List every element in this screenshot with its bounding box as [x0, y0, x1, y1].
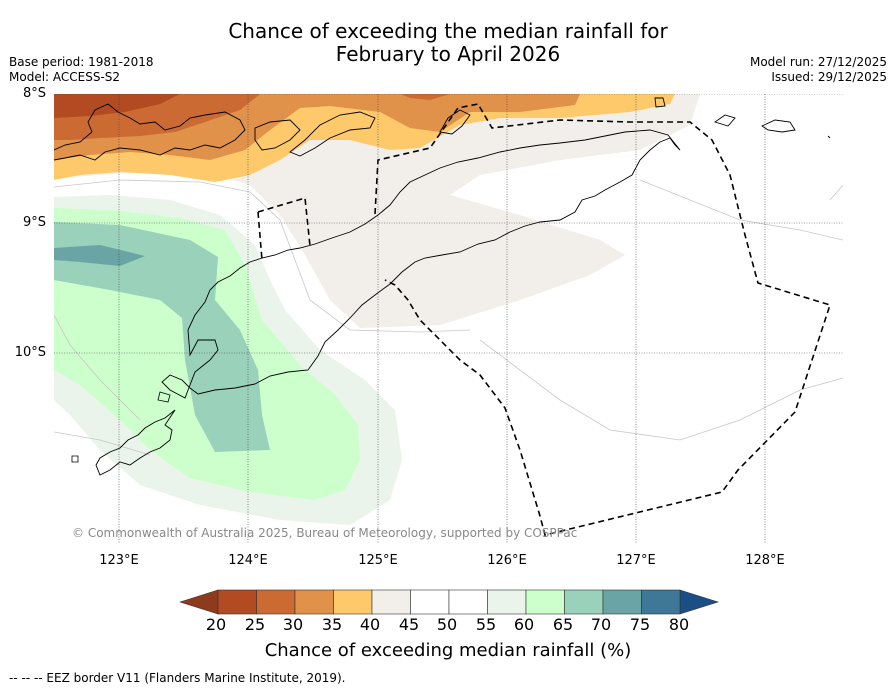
small-island-2	[157, 391, 171, 403]
eez-legend-footer: -- -- -- EEZ border V11 (Flanders Marine…	[9, 671, 346, 685]
model-name: Model: ACCESS-S2	[9, 70, 121, 84]
colorbar-tick: 30	[282, 615, 304, 634]
colorbar-segment	[333, 589, 373, 615]
colorbar-tick: 70	[590, 615, 612, 634]
colorbar-segment	[256, 589, 296, 615]
lon-label-127e: 127°E	[616, 553, 656, 568]
colorbar-under-arrow	[179, 589, 219, 615]
colorbar-segment	[641, 589, 681, 615]
eez-border	[257, 103, 832, 536]
colorbar-tick: 50	[436, 615, 458, 634]
far-east-island-3	[654, 97, 666, 108]
small-island-1	[71, 455, 79, 463]
shade-25-30-east	[400, 94, 450, 100]
shade-70-75	[54, 245, 145, 266]
model-run: Model run: 27/12/2025	[749, 55, 887, 69]
colorbar-tick: 35	[321, 615, 343, 634]
colorbar-tick: 65	[552, 615, 574, 634]
map-title-line-1: Chance of exceeding the median rainfall …	[228, 19, 668, 43]
timor-coastline	[161, 129, 681, 399]
colorbar-tick: 20	[205, 615, 227, 634]
lat-label-9s: 9°S	[22, 215, 46, 230]
western-coastline	[95, 409, 176, 476]
lat-label-8s: 8°S	[22, 86, 46, 101]
colorbar-segment	[371, 589, 411, 615]
colorbar-tick: 75	[629, 615, 651, 634]
meta-left: Base period: 1981-2018 Model: ACCESS-S2	[9, 55, 154, 85]
lat-label-10s: 10°S	[14, 345, 46, 360]
colorbar-title: Chance of exceeding median rainfall (%)	[264, 640, 632, 661]
northern-coastline-east	[254, 119, 301, 151]
far-east-island-4	[827, 135, 831, 139]
colorbar	[179, 589, 719, 615]
colorbar-segment	[448, 589, 488, 615]
lon-label-126e: 126°E	[487, 553, 527, 568]
colorbar-tick: 25	[244, 615, 266, 634]
far-east-island-1	[761, 119, 796, 133]
colorbar-tick: 55	[475, 615, 497, 634]
faint-contours	[54, 179, 843, 456]
colorbar-tick: 60	[513, 615, 535, 634]
shade-20-25	[54, 94, 180, 118]
alor-coastline	[289, 111, 376, 157]
lon-label-128e: 128°E	[745, 553, 785, 568]
colorbar-tick: 45	[398, 615, 420, 634]
colorbar-tick: 80	[668, 615, 690, 634]
colorbar-segment	[525, 589, 565, 615]
wetar-coastline	[439, 109, 471, 135]
colorbar-tick: 40	[359, 615, 381, 634]
map-plot-area	[54, 94, 843, 544]
lon-label-125e: 125°E	[358, 553, 398, 568]
colorbar-segment	[217, 589, 257, 615]
lon-label-123e: 123°E	[99, 553, 139, 568]
far-east-island-2	[713, 114, 736, 127]
colorbar-segment	[487, 589, 527, 615]
colorbar-over-arrow	[679, 589, 719, 615]
base-period: Base period: 1981-2018	[9, 55, 154, 69]
map-gridlines	[54, 94, 843, 544]
colorbar-segments	[217, 589, 681, 615]
colorbar-segment	[564, 589, 604, 615]
colorbar-segment	[602, 589, 642, 615]
colorbar-segment	[410, 589, 450, 615]
copyright-notice: © Commonwealth of Australia 2025, Bureau…	[72, 526, 578, 540]
colorbar-segment	[294, 589, 334, 615]
map-title-line-2: February to April 2026	[335, 42, 561, 66]
northern-coastline	[54, 103, 246, 161]
shade-65-70	[54, 222, 270, 452]
meta-right: Model run: 27/12/2025 Issued: 29/12/2025	[750, 55, 887, 85]
issued-date: Issued: 29/12/2025	[771, 70, 887, 84]
lon-label-124e: 124°E	[228, 553, 268, 568]
